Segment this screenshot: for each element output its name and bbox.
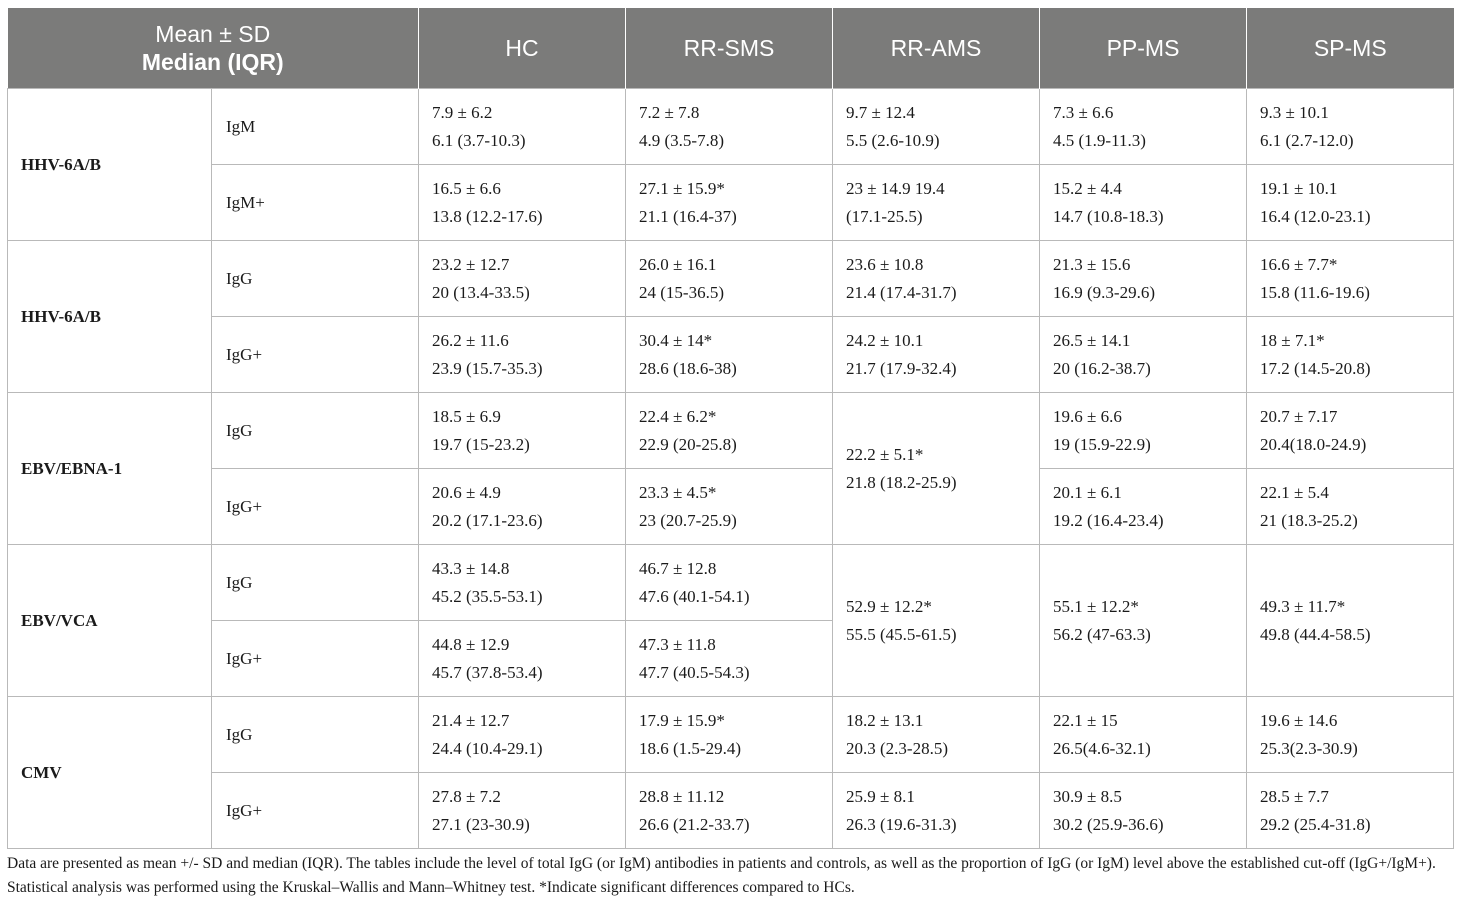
cell-pp-ms: 30.9 ± 8.5 30.2 (25.9-36.6)	[1039, 772, 1247, 849]
cell-rr-ams: 24.2 ± 10.1 21.7 (17.9-32.4)	[832, 316, 1040, 393]
cell-rr-ams: 18.2 ± 13.1 20.3 (2.3-28.5)	[832, 696, 1040, 773]
table-row: IgM+ 16.5 ± 6.6 13.8 (12.2-17.6) 27.1 ± 1…	[8, 164, 1454, 241]
table-row: HHV-6A/B IgM 7.9 ± 6.2 6.1 (3.7-10.3) 7.2…	[7, 88, 1454, 241]
cell-rr-sms: 30.4 ± 14* 28.6 (18.6-38)	[625, 316, 833, 393]
antibody-levels-table: Mean ± SD Median (IQR) HC RR-SMS RR-AMS …	[7, 8, 1454, 849]
antibody-label: IgG+	[211, 468, 419, 545]
cell-hc: 16.5 ± 6.6 13.8 (12.2-17.6)	[418, 164, 626, 241]
cell-sp-ms: 28.5 ± 7.7 29.2 (25.4-31.8)	[1246, 772, 1454, 849]
header-sp-ms: SP-MS	[1246, 8, 1454, 89]
header-rr-ams: RR-AMS	[832, 8, 1040, 89]
cell-sp-ms-merged: 49.3 ± 11.7* 49.8 (44.4-58.5)	[1246, 544, 1454, 697]
table-row: CMV IgG 21.4 ± 12.7 24.4 (10.4-29.1) 17.9…	[7, 696, 1454, 849]
antibody-label: IgG	[211, 240, 419, 317]
antibody-label: IgG+	[211, 620, 419, 697]
header-median-iqr: Median (IQR)	[141, 49, 284, 75]
cell-hc: 23.2 ± 12.7 20 (13.4-33.5)	[418, 240, 626, 317]
cell-rr-sms: 27.1 ± 15.9* 21.1 (16.4-37)	[625, 164, 833, 241]
row-group-label: CMV	[7, 696, 212, 849]
cell-rr-sms: 46.7 ± 12.8 47.6 (40.1-54.1)	[625, 544, 833, 621]
cell-sp-ms: 18 ± 7.1* 17.2 (14.5-20.8)	[1246, 316, 1454, 393]
cell-hc: 26.2 ± 11.6 23.9 (15.7-35.3)	[418, 316, 626, 393]
antibody-label: IgM	[211, 88, 419, 165]
cell-rr-ams: 23.6 ± 10.8 21.4 (17.4-31.7)	[832, 240, 1040, 317]
cell-rr-sms: 47.3 ± 11.8 47.7 (40.5-54.3)	[625, 620, 833, 697]
cell-hc: 27.8 ± 7.2 27.1 (23-30.9)	[418, 772, 626, 849]
cell-hc: 44.8 ± 12.9 45.7 (37.8-53.4)	[418, 620, 626, 697]
cell-pp-ms: 22.1 ± 15 26.5(4.6-32.1)	[1039, 696, 1247, 773]
cell-rr-ams: 23 ± 14.9 19.4 (17.1-25.5)	[832, 164, 1040, 241]
cell-rr-sms: 28.8 ± 11.12 26.6 (21.2-33.7)	[625, 772, 833, 849]
table-row: IgG+ 26.2 ± 11.6 23.9 (15.7-35.3) 30.4 ± …	[8, 316, 1454, 393]
row-group-label: HHV-6A/B	[7, 88, 212, 241]
table-row: IgG+ 27.8 ± 7.2 27.1 (23-30.9) 28.8 ± 11.…	[8, 772, 1454, 849]
antibody-label: IgG	[211, 392, 419, 469]
cell-hc: 43.3 ± 14.8 45.2 (35.5-53.1)	[418, 544, 626, 621]
header-row: Mean ± SD Median (IQR) HC RR-SMS RR-AMS …	[7, 8, 1454, 89]
antibody-label: IgM+	[211, 164, 419, 241]
row-group-label: HHV-6A/B	[7, 240, 212, 393]
cell-pp-ms: 26.5 ± 14.1 20 (16.2-38.7)	[1039, 316, 1247, 393]
antibody-label: IgG	[211, 696, 419, 773]
cell-rr-sms: 23.3 ± 4.5* 23 (20.7-25.9)	[625, 468, 833, 545]
cell-rr-ams: 9.7 ± 12.4 5.5 (2.6-10.9)	[832, 88, 1040, 165]
cell-hc: 21.4 ± 12.7 24.4 (10.4-29.1)	[418, 696, 626, 773]
cell-pp-ms: 7.3 ± 6.6 4.5 (1.9-11.3)	[1039, 88, 1247, 165]
table-footnote: Data are presented as mean +/- SD and me…	[7, 855, 1436, 896]
table-row: HHV-6A/B IgG 23.2 ± 12.7 20 (13.4-33.5) 2…	[7, 240, 1454, 393]
cell-pp-ms: 21.3 ± 15.6 16.9 (9.3-29.6)	[1039, 240, 1247, 317]
header-pp-ms: PP-MS	[1039, 8, 1247, 89]
cell-pp-ms: 20.1 ± 6.1 19.2 (16.4-23.4)	[1039, 468, 1247, 545]
cell-pp-ms: 15.2 ± 4.4 14.7 (10.8-18.3)	[1039, 164, 1247, 241]
cell-pp-ms-merged: 55.1 ± 12.2* 56.2 (47-63.3)	[1039, 544, 1247, 697]
table-row: EBV/VCA IgG 43.3 ± 14.8 45.2 (35.5-53.1) …	[7, 544, 1454, 697]
cell-hc: 18.5 ± 6.9 19.7 (15-23.2)	[418, 392, 626, 469]
cell-rr-sms: 26.0 ± 16.1 24 (15-36.5)	[625, 240, 833, 317]
antibody-label: IgG	[211, 544, 419, 621]
cell-sp-ms: 16.6 ± 7.7* 15.8 (11.6-19.6)	[1246, 240, 1454, 317]
cell-sp-ms: 19.1 ± 10.1 16.4 (12.0-23.1)	[1246, 164, 1454, 241]
cell-rr-sms: 7.2 ± 7.8 4.9 (3.5-7.8)	[625, 88, 833, 165]
cell-sp-ms: 22.1 ± 5.4 21 (18.3-25.2)	[1246, 468, 1454, 545]
antibody-label: IgG+	[211, 772, 419, 849]
data-table-container: Mean ± SD Median (IQR) HC RR-SMS RR-AMS …	[7, 8, 1454, 849]
table-row: IgG+ 44.8 ± 12.9 45.7 (37.8-53.4) 47.3 ± …	[8, 620, 1454, 697]
header-stat-label: Mean ± SD Median (IQR)	[7, 8, 419, 89]
cell-sp-ms: 20.7 ± 7.17 20.4(18.0-24.9)	[1246, 392, 1454, 469]
table-row: IgG+ 20.6 ± 4.9 20.2 (17.1-23.6) 23.3 ± 4…	[8, 468, 1454, 545]
cell-sp-ms: 9.3 ± 10.1 6.1 (2.7-12.0)	[1246, 88, 1454, 165]
header-mean-sd: Mean ± SD	[155, 21, 271, 47]
cell-sp-ms: 19.6 ± 14.6 25.3(2.3-30.9)	[1246, 696, 1454, 773]
cell-rr-sms: 22.4 ± 6.2* 22.9 (20-25.8)	[625, 392, 833, 469]
cell-rr-ams-merged: 52.9 ± 12.2* 55.5 (45.5-61.5)	[832, 544, 1040, 697]
header-rr-sms: RR-SMS	[625, 8, 833, 89]
cell-pp-ms: 19.6 ± 6.6 19 (15.9-22.9)	[1039, 392, 1247, 469]
cell-rr-ams-merged: 22.2 ± 5.1* 21.8 (18.2-25.9)	[832, 392, 1040, 545]
cell-rr-ams: 25.9 ± 8.1 26.3 (19.6-31.3)	[832, 772, 1040, 849]
row-group-label: EBV/VCA	[7, 544, 212, 697]
header-hc: HC	[418, 8, 626, 89]
cell-hc: 20.6 ± 4.9 20.2 (17.1-23.6)	[418, 468, 626, 545]
cell-rr-sms: 17.9 ± 15.9* 18.6 (1.5-29.4)	[625, 696, 833, 773]
table-row: EBV/EBNA-1 IgG 18.5 ± 6.9 19.7 (15-23.2) …	[7, 392, 1454, 545]
cell-hc: 7.9 ± 6.2 6.1 (3.7-10.3)	[418, 88, 626, 165]
row-group-label: EBV/EBNA-1	[7, 392, 212, 545]
antibody-label: IgG+	[211, 316, 419, 393]
